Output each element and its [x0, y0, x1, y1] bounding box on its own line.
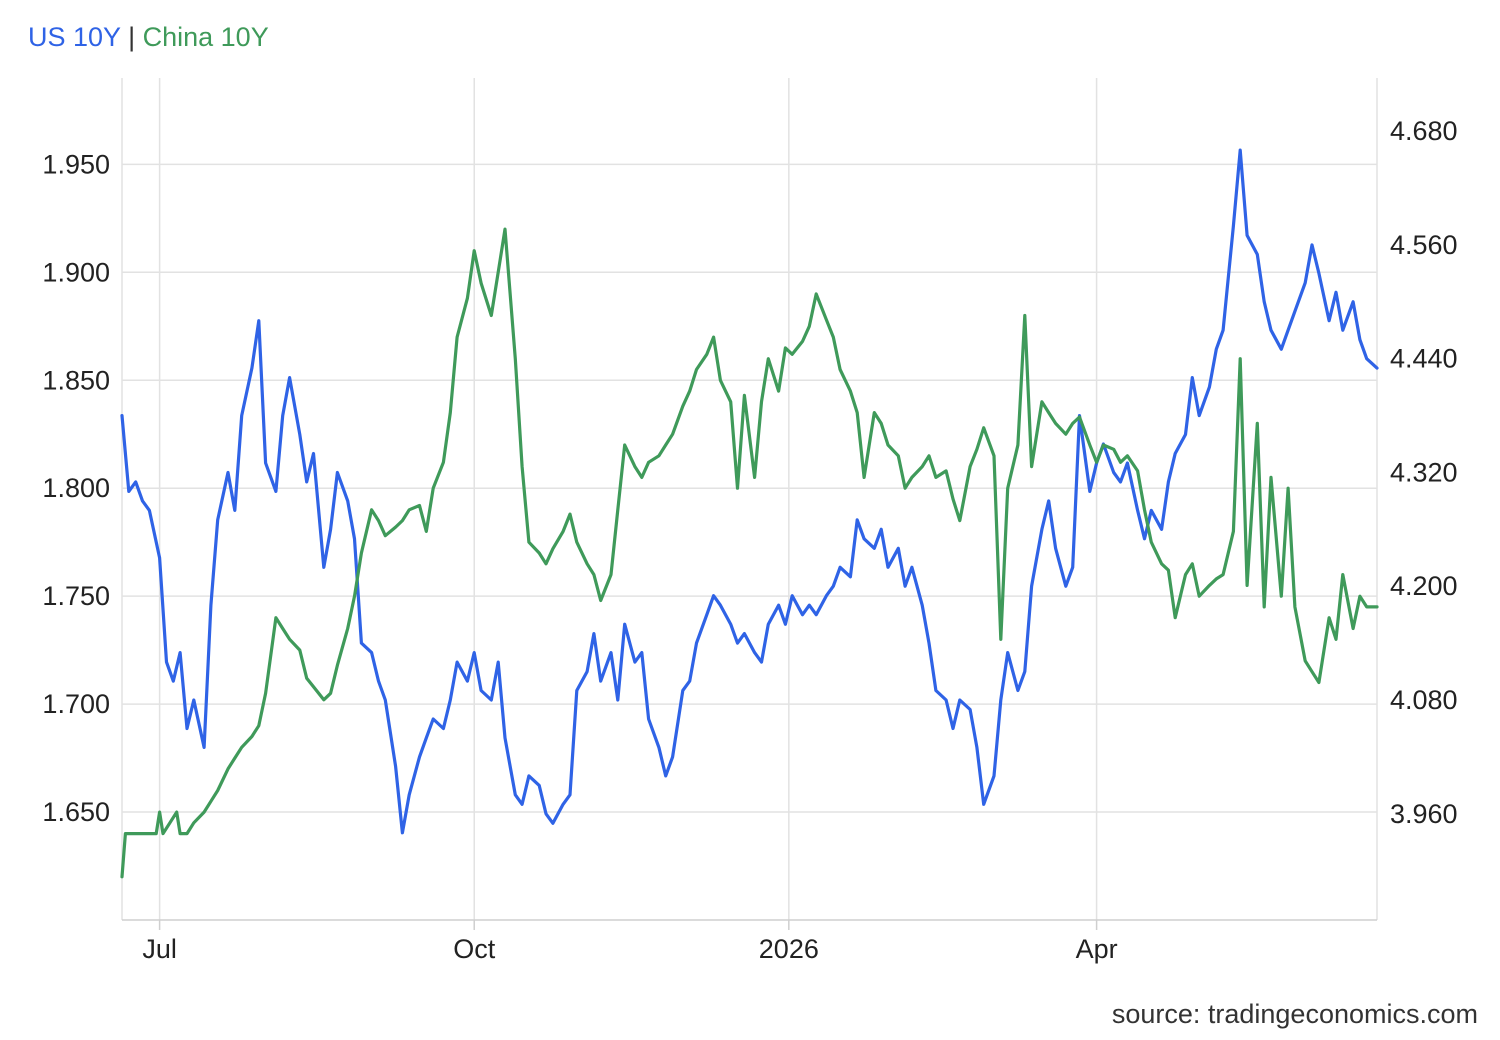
- us-10y-series-line: [120, 148, 1379, 835]
- y-right-tick-label: 4.080: [1390, 685, 1458, 715]
- china-10y-series-line: [120, 227, 1379, 879]
- y-left-tick-label: 1.700: [42, 689, 110, 719]
- y-left-tick-label: 1.950: [42, 149, 110, 179]
- legend-china-10y[interactable]: China 10Y: [142, 22, 269, 52]
- y-right-tick-label: 4.680: [1390, 116, 1458, 146]
- source-credit: source: tradingeconomics.com: [1111, 999, 1478, 1029]
- x-tick-label: Jul: [142, 934, 177, 964]
- y-left-tick-label: 1.650: [42, 797, 110, 827]
- legend-separator: |: [128, 22, 136, 52]
- chart-legend: US 10Y | China 10Y: [28, 22, 269, 53]
- x-tick-label: 2026: [759, 934, 819, 964]
- x-tick-label: Oct: [453, 934, 496, 964]
- y-left-tick-label: 1.850: [42, 365, 110, 395]
- y-right-tick-label: 4.560: [1390, 230, 1458, 260]
- y-right-tick-label: 4.320: [1390, 457, 1458, 487]
- y-right-tick-label: 4.440: [1390, 344, 1458, 374]
- y-left-tick-label: 1.750: [42, 581, 110, 611]
- y-left-tick-label: 1.800: [42, 473, 110, 503]
- legend-us-10y[interactable]: US 10Y: [28, 22, 121, 52]
- y-right-tick-label: 4.200: [1390, 571, 1458, 601]
- y-right-tick-label: 3.960: [1390, 799, 1458, 829]
- y-left-tick-label: 1.900: [42, 257, 110, 287]
- x-tick-label: Apr: [1076, 934, 1118, 964]
